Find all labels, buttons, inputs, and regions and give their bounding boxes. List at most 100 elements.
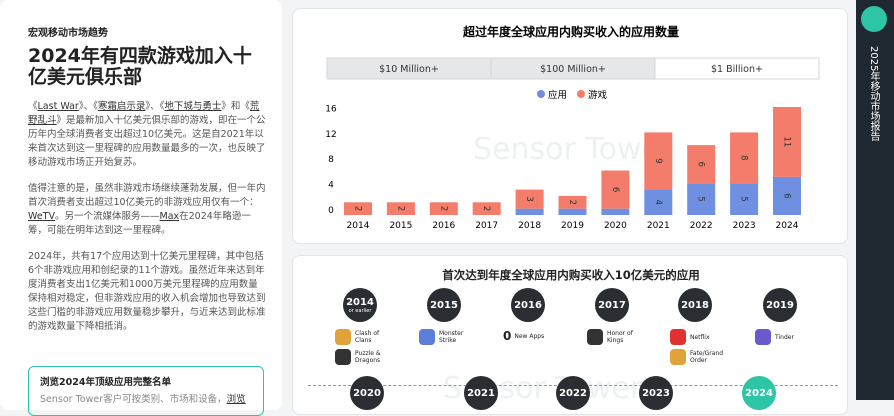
app-icon [587,329,603,345]
x-tick-label: 2018 [518,221,541,231]
bar-segment [515,189,544,209]
year: 2021 [467,387,495,399]
article-panel: 宏观移动市场趋势 2024年有四款游戏加入十亿美元俱乐部 《Last War》、… [0,0,282,416]
x-tick-label: 2022 [690,221,713,231]
tab-label: $100 Million+ [540,64,606,75]
link[interactable]: 荒野乱斗 [28,101,260,126]
link[interactable]: Max [159,211,180,222]
text: 。另一个流媒体服务—— [54,211,160,222]
text: 》是最新加入十亿美元俱乐部的游戏，即在一个公历年内全球消费者支出超过10亿美元。… [28,115,266,168]
sidebar: 2025年移动市场报告 [856,0,894,400]
milestone-apps: Netflix Fate/Grand Order [670,325,754,365]
y-tick-label: 12 [325,130,336,140]
paragraph: 2024年，共有17个应用达到十亿美元里程碑，其中包括6个非游戏应用和创纪录的1… [28,250,266,334]
value-label: 5 [739,196,749,201]
count: 0 [503,329,512,343]
text: 《 [28,101,38,112]
year-badge: 2024 [742,376,776,410]
app[interactable]: Fate/Grand Order [670,349,730,365]
tab-label: $1 Billion+ [711,64,763,75]
chart: 超过年度全球应用内购买收入的应用数量 Sensor Tower $10 Millio… [325,24,820,231]
milestone-apps: Clash of Clans Puzzle & Dragons [335,325,419,365]
year: 2022 [559,387,587,399]
link[interactable]: 地下城与勇士 [164,101,222,112]
x-tick-label: 2017 [475,221,498,231]
year-badge: 2018 [678,288,712,322]
year-badge: 2016 [511,288,545,322]
legend-swatch [537,90,545,98]
article-body: 《Last War》、《寒霜启示录》、《地下城与勇士》和《荒野乱斗》是最新加入十… [28,100,266,346]
text: 》、《 [145,101,165,112]
milestone-apps: Monster Strike [419,325,503,345]
paragraph: 值得注意的是，虽然非游戏市场继续蓬勃发展，但一年内首次消费者支出超过10亿美元的… [28,182,266,238]
y-tick-label: 8 [328,155,334,165]
link[interactable]: Last War [37,101,79,112]
app[interactable]: Tinder [755,329,815,345]
year: 2015 [430,299,458,311]
year: 2020 [353,387,381,399]
year: 2016 [514,299,542,311]
x-tick-label: 2020 [604,221,627,231]
callout[interactable]: 浏览2024年顶级应用完整名单 Sensor Tower客户可按类别、市场和设备… [28,366,264,416]
x-tick-label: 2014 [347,221,370,231]
bar-segment [773,176,801,215]
timeline-title: 首次达到年度全球应用内购买收入10亿美元的应用 [442,268,700,282]
app-icon [419,329,435,345]
bar-segment [601,208,630,215]
bar-segment [558,195,587,209]
app-name: Netflix [690,333,710,341]
bar-segment [687,183,716,215]
year-badge: 2017 [595,288,629,322]
legend-label: 游戏 [588,89,608,101]
year-badge: 2020 [350,376,384,410]
text: 在2024年略逊一筹，可能在明年达到这一里程碑。 [28,211,251,236]
tab[interactable] [654,57,820,80]
value-label: 2 [438,206,448,211]
year-badge: 2019 [763,288,797,322]
bar-segment [429,202,458,215]
link[interactable]: 寒霜启示录 [97,101,146,112]
bar-segment [687,145,716,184]
chart-card: 超过年度全球应用内购买收入的应用数量 Sensor Tower $10 Millio… [292,8,848,244]
milestone-apps: Tinder [755,325,839,345]
year: 2018 [681,299,709,311]
logo[interactable] [861,6,887,32]
value-label: 2 [481,206,491,211]
timeline-card: 首次达到年度全球应用内购买收入10亿美元的应用 Sensor Tower 201… [292,255,848,415]
x-tick-label: 2021 [647,221,670,231]
app-name: Tinder [775,333,794,341]
value-label: 2 [395,206,405,211]
text: 》和《 [221,101,250,112]
app-icon [755,329,771,345]
app-icon [335,329,351,345]
year: 2019 [766,299,794,311]
link[interactable]: WeTV [28,211,55,222]
year-note: or earlier [348,307,372,314]
value-label: 4 [653,200,663,205]
value-label: 2 [353,206,363,211]
value-label: 9 [653,158,663,163]
bar-segment [730,183,759,215]
milestone-apps: 0 New Apps [503,325,587,343]
section-label: 宏观移动市场趋势 [28,28,108,39]
y-tick-label: 0 [328,206,334,216]
app-icon [670,329,686,345]
year-badge: 2021 [464,376,498,410]
app[interactable]: Honor of Kings [587,329,647,345]
year-badge: 2015 [427,288,461,322]
bar-segment [558,208,587,215]
app[interactable]: Clash of Clans [335,329,395,345]
bar-segment [386,202,415,215]
milestone-apps: Honor of Kings [587,325,671,345]
bar-segment [730,132,759,184]
year-badge: 2022 [556,376,590,410]
x-tick-label: 2019 [561,221,584,231]
app[interactable]: Monster Strike [419,329,479,345]
count-text: New Apps [514,333,545,340]
app[interactable]: Puzzle & Dragons [335,349,395,365]
year: 2014 [346,296,374,308]
value-label: 8 [739,155,749,160]
app[interactable]: Netflix [670,329,730,345]
sidebar-label[interactable]: 2025年移动市场报告 [868,46,879,142]
